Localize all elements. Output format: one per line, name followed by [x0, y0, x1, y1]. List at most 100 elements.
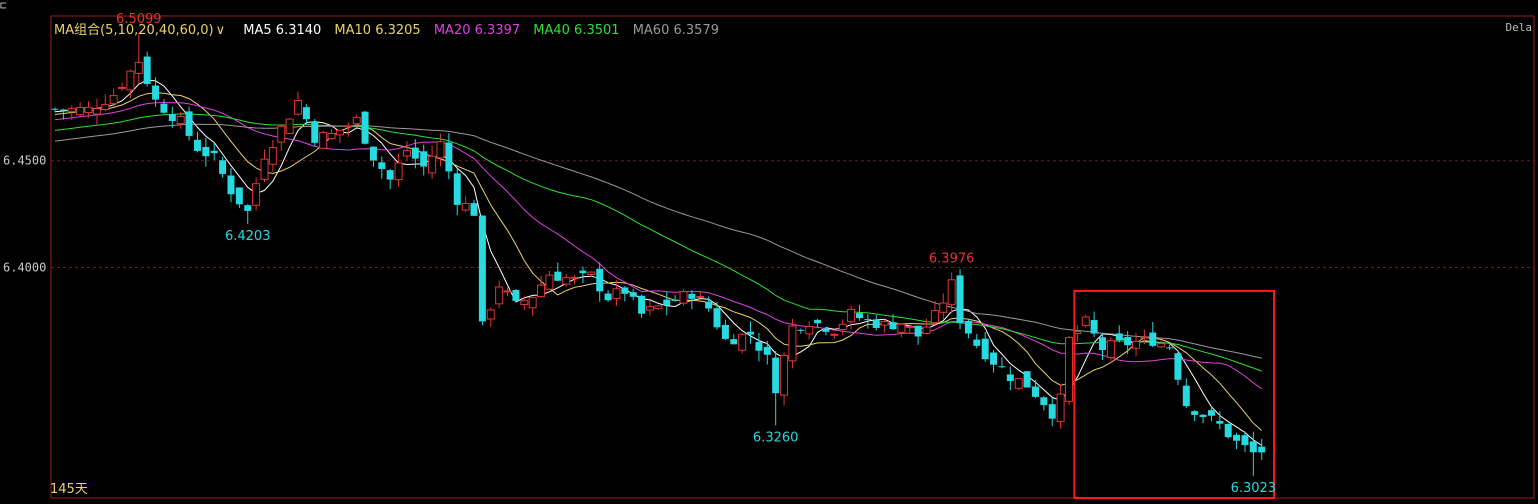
- candle-body: [805, 326, 814, 335]
- candle-body: [872, 319, 880, 328]
- candle-body: [1241, 435, 1249, 446]
- candle-body: [947, 279, 956, 305]
- candle-body: [152, 85, 160, 100]
- candle-body: [688, 293, 696, 299]
- candle-body: [311, 121, 319, 143]
- candle-body: [528, 296, 537, 309]
- annotation-low-1: 6.4203: [225, 229, 271, 244]
- candle-body: [562, 277, 571, 285]
- candle-body: [905, 325, 914, 328]
- candles-group: [51, 32, 1266, 477]
- candle-body: [864, 319, 872, 321]
- candle-body: [570, 276, 579, 279]
- ma-line-ma20: [54, 101, 1262, 390]
- candle-body: [202, 146, 210, 157]
- candle-body: [1191, 411, 1199, 415]
- candle-body: [335, 129, 344, 136]
- candle-body: [663, 299, 671, 306]
- candle-body: [168, 114, 176, 121]
- candle-body: [696, 296, 705, 299]
- candle-body: [755, 341, 763, 351]
- candle-body: [880, 321, 889, 326]
- candle-body: [101, 103, 110, 110]
- candle-body: [738, 333, 747, 351]
- candle-body: [51, 108, 59, 110]
- annotation-low-4: 6.3023: [1231, 481, 1277, 496]
- ma-combo-label: MA组合(5,10,20,40,60,0): [54, 23, 214, 38]
- candle-body: [185, 111, 193, 136]
- candle-body: [629, 292, 637, 297]
- candle-body: [235, 187, 243, 205]
- candle-body: [654, 305, 663, 309]
- candle-body: [411, 147, 419, 159]
- candle-body: [1090, 320, 1098, 334]
- legend-ma10: MA10 6.3205: [334, 23, 421, 38]
- candle-body: [386, 170, 394, 180]
- candle-body: [277, 126, 286, 143]
- candle-body: [973, 339, 981, 346]
- candle-body: [930, 310, 939, 324]
- candle-body: [219, 160, 227, 174]
- candle-body: [470, 203, 478, 216]
- candle-body: [1081, 316, 1090, 327]
- candle-body: [721, 324, 729, 339]
- candle-body: [420, 151, 428, 167]
- candle-body: [378, 162, 386, 169]
- candle-body: [922, 326, 931, 334]
- candle-body: [545, 274, 554, 290]
- candle-body: [763, 346, 771, 355]
- candle-body: [1040, 397, 1048, 406]
- candle-body: [59, 109, 67, 111]
- candle-body: [981, 338, 989, 360]
- candle-body: [897, 323, 906, 333]
- ma-line-ma60: [54, 123, 1262, 359]
- candle-body: [436, 141, 445, 159]
- candle-body: [302, 107, 310, 120]
- candle-body: [990, 352, 998, 365]
- candle-body: [838, 323, 847, 331]
- candle-body: [604, 293, 612, 301]
- candle-body: [193, 139, 201, 151]
- candle-body: [67, 107, 76, 113]
- candle-body: [956, 275, 964, 323]
- candle-body: [1014, 378, 1023, 389]
- candle-body: [134, 61, 143, 74]
- candle-body: [361, 111, 369, 144]
- candle-body: [1216, 421, 1224, 424]
- candle-body: [814, 319, 822, 324]
- chevron-down-icon: ∨: [215, 23, 226, 38]
- candle-body: [1149, 332, 1157, 346]
- candle-body: [1006, 374, 1014, 382]
- annotation-low-2: 6.3260: [753, 430, 799, 445]
- y-tick-label-0: 6.4500: [3, 154, 46, 168]
- candle-body: [126, 70, 135, 91]
- candle-body: [227, 175, 235, 195]
- candle-body: [747, 331, 755, 335]
- candle-body: [1233, 434, 1241, 441]
- candle-body: [84, 106, 93, 114]
- legend-ma5: MA5 6.3140: [243, 23, 322, 38]
- ma-combo-selector[interactable]: MA组合(5,10,20,40,60,0) ∨: [54, 23, 229, 38]
- candle-body: [1174, 353, 1182, 380]
- candle-body: [554, 271, 562, 281]
- candle-body: [1166, 347, 1174, 349]
- legend-ma40: MA40 6.3501: [533, 23, 620, 38]
- candle-body: [1140, 336, 1149, 339]
- candle-body: [730, 339, 738, 345]
- day-count-label: 145天: [50, 482, 88, 497]
- candle-body: [428, 155, 437, 174]
- candle-body: [1056, 393, 1065, 423]
- candle-body: [319, 131, 328, 149]
- candle-body: [394, 162, 403, 181]
- candle-body: [109, 95, 118, 105]
- candle-body: [176, 115, 185, 125]
- candle-body: [252, 183, 261, 206]
- corner-toggle-icon[interactable]: ⊏: [0, 0, 7, 12]
- candle-body: [520, 300, 529, 306]
- candle-body: [294, 99, 303, 115]
- candle-body: [402, 150, 411, 157]
- candle-body: [612, 288, 621, 299]
- candle-body: [788, 325, 797, 362]
